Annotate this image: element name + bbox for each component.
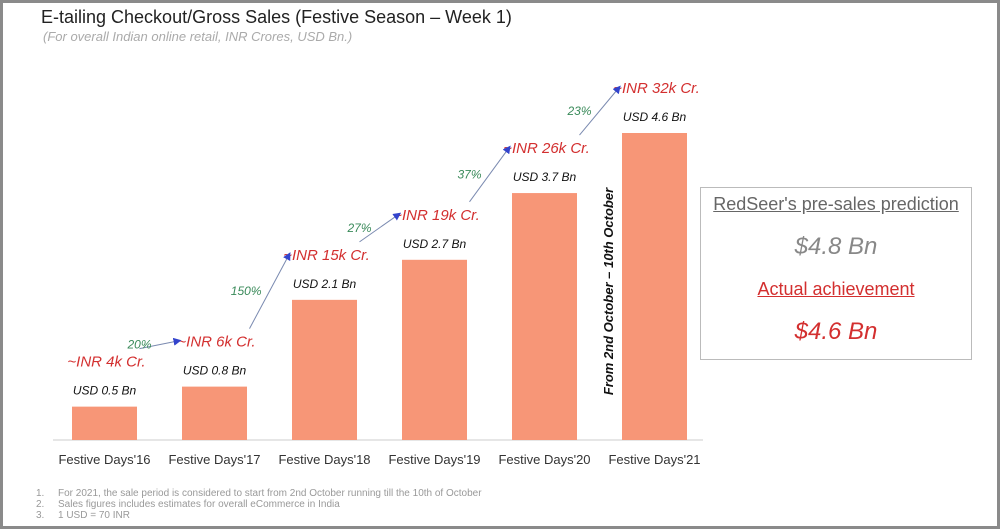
bar bbox=[182, 386, 247, 440]
inr-label: ~INR 6k Cr. bbox=[177, 334, 255, 351]
category-label: Festive Days'19 bbox=[388, 452, 480, 467]
category-label: Festive Days'18 bbox=[278, 452, 370, 467]
chart-title: E-tailing Checkout/Gross Sales (Festive … bbox=[41, 7, 512, 27]
usd-label: USD 4.6 Bn bbox=[623, 110, 687, 124]
footnote: 2. Sales figures includes estimates for o… bbox=[36, 499, 340, 510]
growth-label: 27% bbox=[346, 221, 371, 235]
category-label: Festive Days'20 bbox=[498, 452, 590, 467]
inr-label: ~INR 26k Cr. bbox=[503, 140, 590, 157]
growth-label: 23% bbox=[566, 104, 591, 118]
usd-label: USD 3.7 Bn bbox=[513, 170, 577, 184]
growth-label: 37% bbox=[457, 167, 481, 181]
inr-label: ~INR 4k Cr. bbox=[67, 354, 145, 371]
period-annotation: From 2nd October – 10th October bbox=[601, 187, 616, 395]
bar bbox=[72, 406, 137, 440]
category-label: Festive Days'21 bbox=[608, 452, 700, 467]
footnotes: 1. For 2021, the sale period is considere… bbox=[36, 488, 482, 521]
prediction-value: $4.8 Bn bbox=[794, 233, 878, 260]
footnote: 1. For 2021, the sale period is considere… bbox=[36, 488, 482, 499]
usd-label: USD 0.5 Bn bbox=[73, 384, 137, 398]
bar bbox=[402, 259, 467, 440]
growth-arrow bbox=[579, 85, 621, 136]
bar bbox=[622, 133, 687, 440]
usd-label: USD 2.1 Bn bbox=[293, 277, 357, 291]
chart-subtitle: (For overall Indian online retail, INR C… bbox=[43, 29, 353, 44]
category-label: Festive Days'17 bbox=[168, 452, 260, 467]
inr-label: ~INR 15k Cr. bbox=[283, 247, 370, 264]
bar bbox=[512, 193, 577, 440]
usd-label: USD 0.8 Bn bbox=[183, 364, 247, 378]
inr-label: ~INR 19k Cr. bbox=[393, 207, 480, 224]
actual-heading: Actual achievement bbox=[757, 279, 915, 299]
prediction-heading: RedSeer's pre-sales prediction bbox=[713, 194, 959, 214]
growth-arrow bbox=[139, 337, 182, 350]
bar bbox=[292, 299, 357, 440]
growth-label: 20% bbox=[126, 338, 151, 352]
growth-label: 150% bbox=[231, 284, 262, 298]
growth-arrow bbox=[249, 252, 291, 329]
bar-chart: USD 0.5 Bn ~INR 4k Cr. Festive Days'16 USD … bbox=[53, 80, 703, 467]
inr-label: ~INR 32k Cr. bbox=[613, 80, 700, 97]
growth-arrow bbox=[359, 212, 402, 243]
actual-value: $4.6 Bn bbox=[794, 318, 878, 345]
footnote: 3. 1 USD = 70 INR bbox=[36, 510, 130, 521]
prediction-box: RedSeer's pre-sales prediction $4.8 Bn A… bbox=[700, 187, 972, 360]
growth-arrow bbox=[469, 145, 511, 203]
category-label: Festive Days'16 bbox=[58, 452, 150, 467]
usd-label: USD 2.7 Bn bbox=[403, 237, 467, 251]
